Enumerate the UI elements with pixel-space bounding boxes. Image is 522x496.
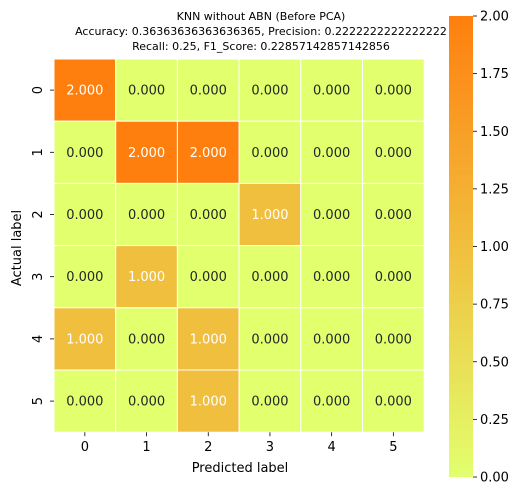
heatmap-cells: 2.000 0.000 0.000 0.000 0.000 0.000 0.000 2.000…	[53, 58, 425, 433]
colorbar-tick-label: 0.75	[480, 298, 509, 313]
y-tick-label: 2	[31, 210, 46, 218]
cell-value-label: 0.000	[313, 395, 350, 410]
cell-value-label: 0.000	[251, 270, 288, 285]
colorbar-tick-label: 2.00	[480, 10, 509, 25]
y-tick-label: 3	[31, 273, 46, 281]
heatmap-cell	[238, 369, 302, 433]
heatmap-cell	[238, 307, 302, 371]
cell-value-label: 1.000	[128, 270, 165, 285]
cell-value-label: 0.000	[66, 146, 103, 161]
cell-value-label: 0.000	[313, 208, 350, 223]
y-axis-label: Actual label	[10, 210, 25, 286]
cell-value-label: 0.000	[251, 395, 288, 410]
cell-value-label: 0.000	[313, 332, 350, 347]
cell-value-label: 0.000	[128, 84, 165, 99]
colorbar-tick-label: 0.00	[480, 471, 509, 486]
cell-value-label: 0.000	[190, 208, 227, 223]
x-tick-label: 0	[81, 440, 89, 455]
colorbar-tick-label: 1.75	[480, 67, 509, 82]
cell-value-label: 0.000	[66, 270, 103, 285]
cell-value-label: 0.000	[375, 395, 412, 410]
y-tick-label: 5	[31, 397, 46, 405]
cell-value-label: 0.000	[251, 332, 288, 347]
x-axis-label: Predicted label	[192, 461, 289, 476]
x-tick-label: 2	[204, 440, 212, 455]
heatmap-cell	[176, 307, 240, 371]
cell-value-label: 0.000	[66, 395, 103, 410]
cell-value-label: 1.000	[190, 395, 227, 410]
heatmap-cell	[53, 120, 117, 184]
heatmap-cell	[115, 245, 178, 309]
heatmap-cell	[362, 245, 425, 309]
heatmap-cell	[300, 58, 363, 122]
heatmap-cell	[115, 307, 178, 371]
x-axis-ticks: 0 1 2 3 4 5	[81, 432, 397, 455]
title-line-3: Recall: 0.25, F1_Score: 0.22857142857142…	[132, 40, 390, 53]
heatmap-cell	[362, 307, 425, 371]
heatmap-cell	[176, 120, 240, 184]
cell-value-label: 2.000	[190, 146, 227, 161]
colorbar-tick-label: 0.25	[480, 413, 509, 428]
heatmap-cell	[176, 58, 240, 122]
y-tick-label: 1	[31, 148, 46, 156]
heatmap-cell	[176, 245, 240, 309]
title-line-2: Accuracy: 0.36363636363636365, Precision…	[75, 25, 447, 38]
cell-value-label: 0.000	[375, 332, 412, 347]
x-tick-label: 5	[389, 440, 397, 455]
cell-value-label: 0.000	[313, 146, 350, 161]
colorbar-tick-label: 1.00	[480, 240, 509, 255]
cell-value-label: 0.000	[128, 208, 165, 223]
cell-value-label: 0.000	[375, 208, 412, 223]
cell-value-label: 0.000	[190, 84, 227, 99]
cell-value-label: 2.000	[66, 84, 103, 99]
heatmap-cell	[53, 245, 117, 309]
colorbar-tick-label: 1.50	[480, 125, 509, 140]
cell-value-label: 1.000	[66, 332, 103, 347]
cell-value-label: 0.000	[313, 270, 350, 285]
cell-value-label: 0.000	[66, 208, 103, 223]
colorbar-tick-label: 1.25	[480, 182, 509, 197]
x-tick-label: 4	[328, 440, 336, 455]
heatmap-cell	[362, 58, 425, 122]
y-axis-ticks: 0 1 2 3 4 5	[31, 86, 54, 405]
heatmap-cell	[238, 58, 302, 122]
heatmap-cell	[238, 245, 302, 309]
heatmap-cell	[176, 182, 240, 247]
cell-value-label: 0.000	[313, 84, 350, 99]
heatmap-cell	[238, 182, 302, 247]
colorbar-ticks: 0.00 0.25 0.50 0.75 1.00 1.25 1.50 1.75 2.00	[473, 10, 509, 486]
heatmap-cell	[300, 307, 363, 371]
cell-value-label: 1.000	[190, 332, 227, 347]
y-tick-label: 0	[31, 86, 46, 94]
heatmap-cell	[300, 369, 363, 433]
colorbar-tick-label: 0.50	[480, 355, 509, 370]
cell-value-label: 2.000	[128, 146, 165, 161]
x-tick-label: 1	[142, 440, 150, 455]
cell-value-label: 0.000	[128, 395, 165, 410]
heatmap-cell	[362, 120, 425, 184]
cell-value-label: 0.000	[190, 270, 227, 285]
cell-value-label: 0.000	[375, 146, 412, 161]
colorbar	[449, 16, 473, 477]
title-line-1: KNN without ABN (Before PCA)	[176, 10, 346, 23]
cell-value-label: 0.000	[128, 332, 165, 347]
x-tick-label: 3	[266, 440, 274, 455]
y-tick-label: 4	[31, 335, 46, 343]
heatmap-cell	[53, 58, 117, 122]
heatmap-cell	[300, 182, 363, 247]
heatmap-cell	[362, 182, 425, 247]
cell-value-label: 0.000	[251, 84, 288, 99]
cell-value-label: 0.000	[251, 146, 288, 161]
heatmap-cell	[300, 120, 363, 184]
cell-value-label: 0.000	[375, 270, 412, 285]
cell-value-label: 1.000	[251, 208, 288, 223]
cell-value-label: 0.000	[375, 84, 412, 99]
